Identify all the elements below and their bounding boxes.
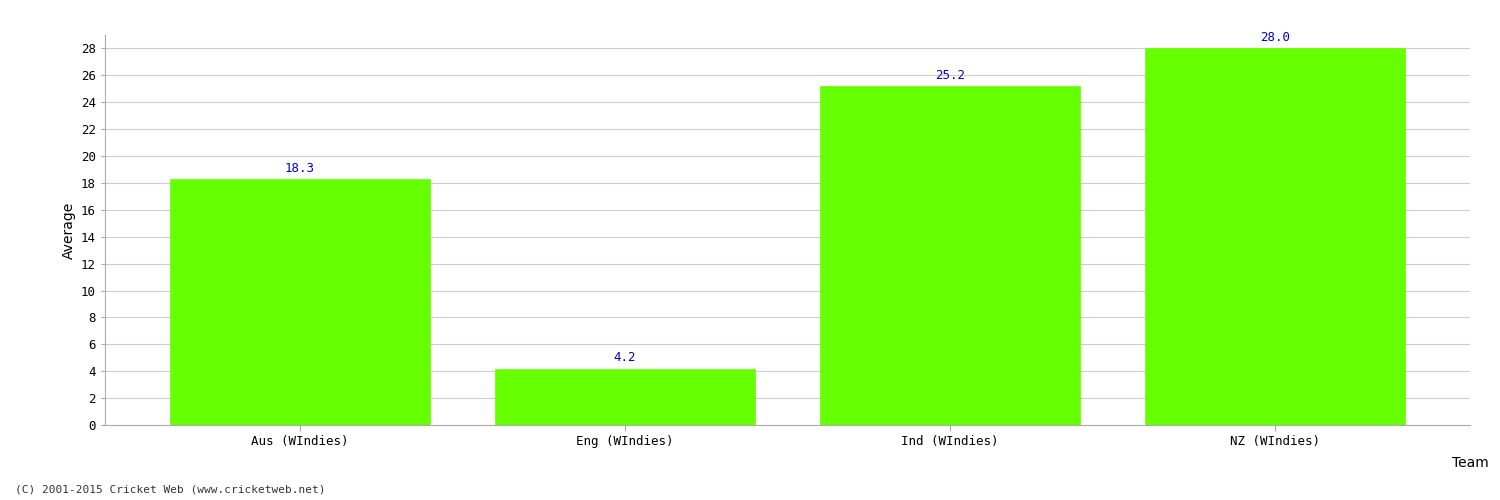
Bar [495, 368, 754, 425]
Bar [821, 86, 1080, 425]
Y-axis label: Average: Average [62, 202, 75, 258]
Text: (C) 2001-2015 Cricket Web (www.cricketweb.net): (C) 2001-2015 Cricket Web (www.cricketwe… [15, 485, 326, 495]
Text: 28.0: 28.0 [1260, 32, 1290, 44]
X-axis label: Team: Team [1452, 456, 1488, 470]
Bar [170, 179, 430, 425]
Bar [1144, 48, 1406, 425]
Text: 18.3: 18.3 [285, 162, 315, 175]
Text: 4.2: 4.2 [614, 352, 636, 364]
Text: 25.2: 25.2 [934, 69, 964, 82]
